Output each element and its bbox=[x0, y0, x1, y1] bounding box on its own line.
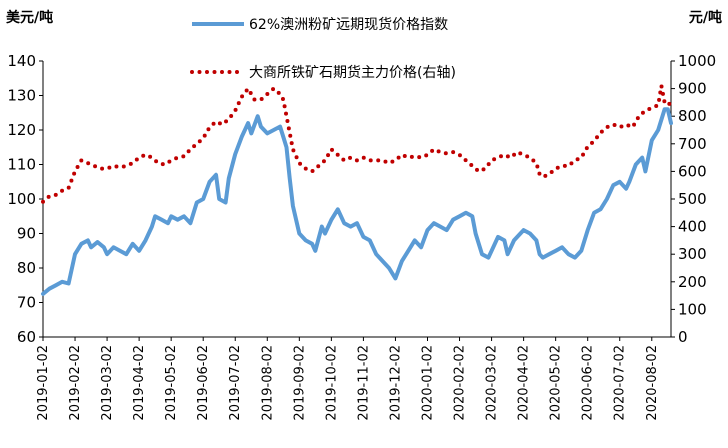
left-tick-label: 130 bbox=[7, 87, 36, 105]
x-tick-label: 2019-03-02 bbox=[100, 345, 115, 421]
x-tick-label: 2019-11-02 bbox=[356, 345, 371, 421]
x-tick-label: 2020-07-02 bbox=[613, 345, 628, 421]
legend-label-index: 62%澳洲粉矿远期现货价格指数 bbox=[249, 16, 448, 33]
axes bbox=[42, 61, 672, 338]
legend-label-futures: 大商所铁矿石期货主力价格(右轴) bbox=[249, 64, 456, 81]
x-tick-label: 2020-03-02 bbox=[485, 345, 500, 421]
right-tick-label: 300 bbox=[678, 245, 707, 263]
right-axis-unit: 元/吨 bbox=[689, 9, 722, 26]
series-futures-line bbox=[41, 83, 673, 204]
x-tick-label: 2019-10-02 bbox=[324, 345, 339, 421]
right-tick-label: 500 bbox=[678, 190, 707, 208]
right-tick-label: 600 bbox=[678, 162, 707, 180]
x-tick-label: 2020-08-02 bbox=[645, 345, 660, 421]
x-tick-label: 2020-01-02 bbox=[420, 345, 435, 421]
left-tick-label: 80 bbox=[17, 259, 36, 277]
x-tick-label: 2019-07-02 bbox=[228, 345, 243, 421]
x-tick-label: 2019-12-02 bbox=[388, 345, 403, 421]
left-axis-ticks: 60 70 80 90 100 110 120 130 140 bbox=[7, 52, 43, 346]
x-tick-label: 2019-04-02 bbox=[132, 345, 147, 421]
left-tick-label: 120 bbox=[7, 121, 36, 139]
x-axis-ticks: 2019-01-02 2019-02-02 2019-03-02 2019-04-02… bbox=[36, 337, 660, 421]
x-tick-label: 2019-08-02 bbox=[260, 345, 275, 421]
left-tick-label: 140 bbox=[7, 52, 36, 70]
right-tick-label: 1000 bbox=[678, 52, 716, 70]
right-tick-label: 200 bbox=[678, 273, 707, 291]
x-tick-label: 2019-06-02 bbox=[196, 345, 211, 421]
right-tick-label: 900 bbox=[678, 80, 707, 98]
x-tick-label: 2020-04-02 bbox=[517, 345, 532, 421]
left-axis-unit: 美元/吨 bbox=[6, 9, 53, 26]
x-tick-label: 2020-06-02 bbox=[581, 345, 596, 421]
x-tick-label: 2020-02-02 bbox=[453, 345, 468, 421]
right-tick-label: 100 bbox=[678, 300, 707, 318]
right-axis-ticks: 0 100 200 300 400 500 600 700 800 900 1000 bbox=[671, 52, 716, 346]
series-index-line bbox=[41, 107, 673, 296]
x-tick-label: 2019-01-02 bbox=[36, 345, 51, 421]
left-tick-label: 100 bbox=[7, 190, 36, 208]
left-tick-label: 110 bbox=[7, 156, 36, 174]
left-tick-label: 60 bbox=[17, 328, 36, 346]
right-tick-label: 0 bbox=[678, 328, 688, 346]
left-tick-label: 90 bbox=[17, 225, 36, 243]
x-tick-label: 2019-02-02 bbox=[68, 345, 83, 421]
right-tick-label: 800 bbox=[678, 107, 707, 125]
right-tick-label: 700 bbox=[678, 135, 707, 153]
series-group bbox=[41, 83, 673, 296]
x-tick-label: 2019-05-02 bbox=[164, 345, 179, 421]
legend: 62%澳洲粉矿远期现货价格指数 大商所铁矿石期货主力价格(右轴) bbox=[190, 16, 456, 81]
right-tick-label: 400 bbox=[678, 218, 707, 236]
x-tick-label: 2019-09-02 bbox=[292, 345, 307, 421]
x-tick-label: 2020-05-02 bbox=[549, 345, 564, 421]
left-tick-label: 70 bbox=[17, 294, 36, 312]
